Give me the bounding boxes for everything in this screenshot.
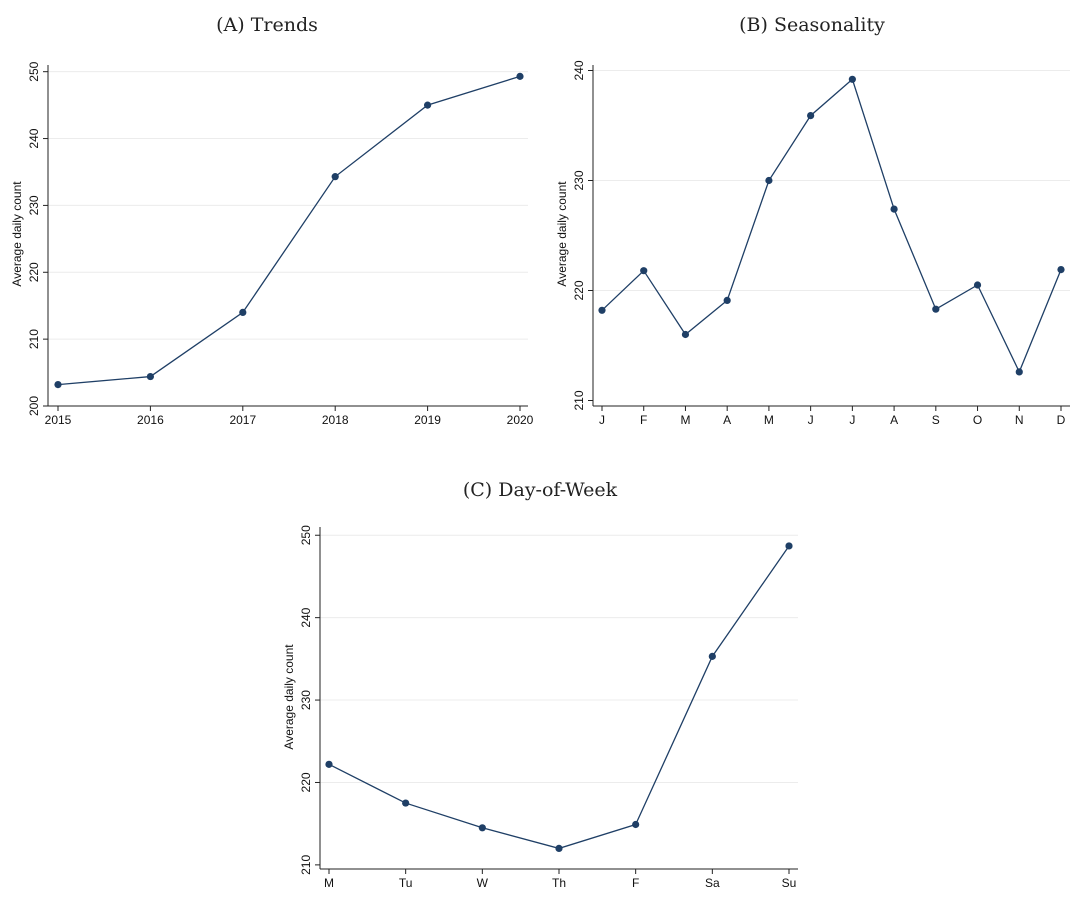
panel-trends: (A) Trends Average daily count 200 210 220… [10, 14, 534, 427]
x-tick-label-seasonality: N [1015, 413, 1024, 427]
data-point-seasonality-11 [1057, 266, 1065, 274]
y-tick-label-day-of-week: 230 [299, 690, 313, 710]
data-point-seasonality-4 [765, 176, 773, 185]
panel-title-day-of-week: (C) Day-of-Week [463, 479, 618, 501]
y-tick-label-seasonality: 220 [572, 280, 586, 300]
x-tick-label-seasonality: A [723, 413, 731, 427]
y-tick-label-day-of-week: 240 [299, 607, 313, 627]
data-point-seasonality-0 [598, 306, 606, 314]
y-tick-label-trends: 250 [27, 61, 41, 81]
x-tick-label-trends: 2020 [507, 413, 534, 427]
panel-seasonality: (B) Seasonality Average daily count 2102… [555, 14, 1070, 427]
data-point-trends-3 [331, 173, 339, 181]
data-point-seasonality-10 [1015, 368, 1023, 376]
data-point-seasonality-7 [890, 205, 898, 213]
data-point-trends-5 [516, 72, 524, 80]
x-tick-label-seasonality: O [973, 413, 982, 427]
plot-area-seasonality: 210 220 230 240 J F M A M J J A S O N D [572, 60, 1070, 427]
y-tick-label-seasonality: 230 [572, 170, 586, 190]
y-axis-label-trends: Average daily count [10, 181, 24, 287]
y-tick-label-trends: 240 [27, 128, 41, 148]
y-axis-label-seasonality: Average daily count [555, 181, 569, 287]
plot-area-day-of-week: 210 220 230 240 250 M Tu W Th F Sa Su [299, 525, 798, 890]
y-tick-label-seasonality: 210 [572, 390, 586, 410]
x-tick-label-seasonality: M [680, 413, 690, 427]
data-point-day-of-week-5 [708, 652, 716, 660]
x-tick-label-seasonality: S [932, 413, 940, 427]
data-point-day-of-week-1 [402, 799, 410, 807]
data-point-trends-1 [146, 372, 154, 381]
data-point-day-of-week-6 [785, 542, 793, 550]
data-point-seasonality-5 [807, 112, 815, 120]
data-point-trends-0 [54, 381, 62, 389]
data-point-day-of-week-3 [555, 844, 563, 852]
x-tick-label-seasonality: J [599, 413, 605, 427]
data-point-day-of-week-0 [325, 760, 333, 768]
x-tick-label-seasonality: A [890, 413, 898, 427]
y-tick-label-trends: 210 [27, 329, 41, 349]
y-tick-label-trends: 230 [27, 195, 41, 215]
x-tick-label-day-of-week: Tu [399, 876, 413, 890]
x-tick-label-day-of-week: Su [782, 876, 797, 890]
x-tick-label-seasonality: J [808, 413, 814, 427]
x-tick-label-seasonality: D [1057, 413, 1066, 427]
y-axis-label-day-of-week: Average daily count [282, 644, 296, 750]
panel-day-of-week: (C) Day-of-Week Average daily count 2102… [282, 479, 798, 890]
data-point-trends-2 [239, 308, 247, 316]
x-tick-label-day-of-week: F [632, 876, 639, 890]
plot-area-trends: 200 210 220 230 240 250 2015 2016 2017 2018 2019 20… [27, 61, 534, 427]
x-tick-label-seasonality: J [849, 413, 855, 427]
data-point-seasonality-1 [640, 267, 648, 275]
x-tick-label-seasonality: M [764, 413, 774, 427]
panel-title-trends: (A) Trends [216, 14, 318, 36]
x-tick-label-day-of-week: M [324, 876, 334, 890]
x-tick-label-trends: 2015 [45, 413, 72, 427]
x-tick-label-trends: 2016 [137, 413, 164, 427]
x-tick-label-trends: 2019 [414, 413, 441, 427]
data-point-seasonality-6 [848, 75, 856, 83]
data-point-day-of-week-2 [478, 824, 486, 832]
y-tick-label-trends: 220 [27, 262, 41, 282]
data-point-day-of-week-4 [632, 820, 640, 829]
y-tick-label-trends: 200 [27, 396, 41, 416]
data-point-trends-4 [424, 101, 432, 109]
series-line-seasonality [601, 78, 1062, 374]
panel-title-seasonality: (B) Seasonality [739, 14, 885, 36]
x-tick-label-trends: 2018 [322, 413, 349, 427]
x-tick-label-day-of-week: Sa [705, 876, 720, 890]
data-point-seasonality-2 [681, 330, 690, 339]
x-tick-label-seasonality: F [640, 413, 647, 427]
x-tick-label-trends: 2017 [229, 413, 256, 427]
y-tick-label-seasonality: 240 [572, 60, 586, 80]
x-tick-label-day-of-week: W [477, 876, 489, 890]
y-tick-label-day-of-week: 210 [299, 855, 313, 875]
series-line-trends [57, 75, 521, 386]
y-tick-label-day-of-week: 220 [299, 772, 313, 792]
data-point-seasonality-3 [723, 296, 731, 304]
data-point-seasonality-9 [973, 281, 982, 289]
y-tick-label-day-of-week: 250 [299, 525, 313, 545]
data-point-seasonality-8 [932, 305, 940, 313]
x-tick-label-day-of-week: Th [552, 876, 566, 890]
